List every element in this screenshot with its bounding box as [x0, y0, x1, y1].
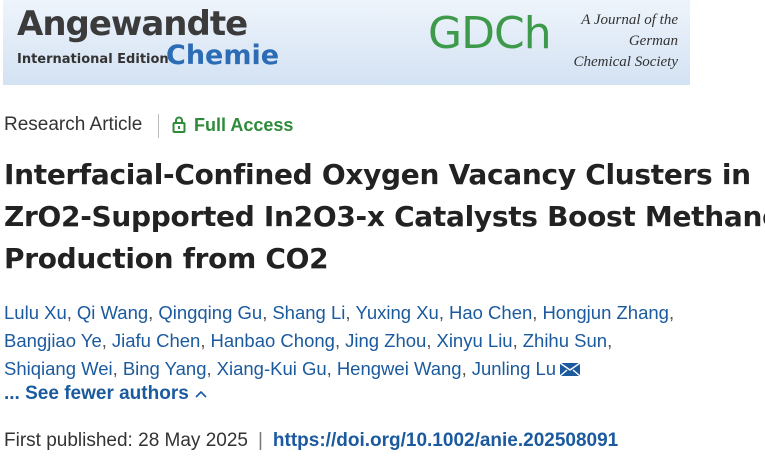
author-name[interactable]: Bangjiao Ye: [4, 330, 102, 351]
author-name[interactable]: Xiang-Kui Gu: [216, 358, 327, 379]
author-separator: ,: [101, 330, 107, 351]
society-text: A Journal of the German Chemical Society: [573, 10, 678, 73]
access-badge: Full Access: [172, 115, 293, 136]
author-name[interactable]: Bing Yang: [122, 358, 207, 379]
author-name[interactable]: Qingqing Gu: [158, 302, 263, 323]
author-separator: ,: [206, 358, 212, 379]
journal-name: Angewandte: [17, 4, 248, 44]
author-name[interactable]: Lulu Xu: [4, 302, 67, 323]
author-name[interactable]: Hengwei Wang: [336, 358, 462, 379]
author-separator: ,: [607, 330, 613, 351]
author-name[interactable]: Shiqiang Wei: [4, 358, 113, 379]
article-type: Research Article: [4, 114, 143, 135]
author-separator: ,: [461, 358, 467, 379]
author-name[interactable]: Junling Lu: [471, 358, 557, 379]
author-name[interactable]: Jing Zhou: [345, 330, 427, 351]
author-separator: ,: [345, 302, 351, 323]
author-separator: ,: [532, 302, 538, 323]
society-line: Chemical Society: [573, 54, 678, 70]
toggle-authors[interactable]: ... See fewer authors: [4, 383, 208, 405]
author-separator: ,: [66, 302, 72, 323]
author-name[interactable]: Hao Chen: [448, 302, 533, 323]
published-label: First published:: [4, 430, 133, 451]
author-separator: ,: [326, 358, 332, 379]
divider: |: [257, 430, 263, 451]
author-separator: ,: [112, 358, 118, 379]
author-separator: ,: [512, 330, 518, 351]
journal-edition: International Edition: [17, 52, 169, 67]
chevron-up: [195, 390, 207, 398]
author-name[interactable]: Xinyu Liu: [436, 330, 513, 351]
author-row: Shiqiang Wei, Bing Yang, Xiang-Kui Gu, Heng…: [4, 355, 679, 383]
author-name[interactable]: Hongjun Zhang: [542, 302, 669, 323]
author-separator: ,: [200, 330, 206, 351]
title-line: Production from CO2: [4, 242, 329, 275]
lock-icon: [172, 116, 186, 133]
email-icon[interactable]: [559, 362, 581, 377]
access-label: Full Access: [194, 115, 294, 135]
author-separator: ,: [668, 302, 675, 323]
journal-banner[interactable]: Angewandte International Edition Chemie …: [3, 0, 690, 85]
title-line: Interfacial-Confined Oxygen Vacancy Clus…: [4, 158, 751, 191]
article-title: Interfacial-Confined Oxygen Vacancy Clus…: [4, 154, 765, 280]
author-name[interactable]: Hanbao Chong: [210, 330, 335, 351]
society-line: A Journal of the: [581, 12, 678, 28]
author-row: Lulu Xu, Qi Wang, Qingqing Gu, Shang Li, Yux…: [4, 299, 679, 327]
toggle-label[interactable]: ... See fewer authors: [4, 383, 189, 404]
doi-link[interactable]: https://doi.org/10.1002/anie.202508091: [272, 430, 619, 451]
author-separator: ,: [334, 330, 341, 351]
divider-line: [158, 114, 159, 138]
author-list: Lulu Xu, Qi Wang, Qingqing Gu, Shang Li, Yux…: [4, 299, 679, 383]
publication-info: First published: 28 May 2025 | https://doi…: [4, 430, 618, 452]
published-date: 28 May 2025: [138, 430, 248, 451]
author-separator: ,: [148, 302, 154, 323]
title-line: ZrO2-Supported In2O3-x Catalysts Boost M…: [4, 200, 765, 233]
author-name[interactable]: Yuxing Xu: [355, 302, 439, 323]
society-logo: GDCh: [428, 8, 552, 59]
author-separator: ,: [426, 330, 432, 351]
society-line: German: [628, 33, 678, 49]
author-name[interactable]: Qi Wang: [76, 302, 149, 323]
author-name[interactable]: Jiafu Chen: [111, 330, 201, 351]
author-name[interactable]: Shang Li: [272, 302, 346, 323]
journal-subtitle: Chemie: [166, 40, 280, 71]
author-separator: ,: [262, 302, 268, 323]
author-separator: ,: [438, 302, 444, 323]
author-name[interactable]: Zhihu Sun: [522, 330, 608, 351]
author-row: Bangjiao Ye, Jiafu Chen, Hanbao Chong, Jing…: [4, 327, 679, 355]
